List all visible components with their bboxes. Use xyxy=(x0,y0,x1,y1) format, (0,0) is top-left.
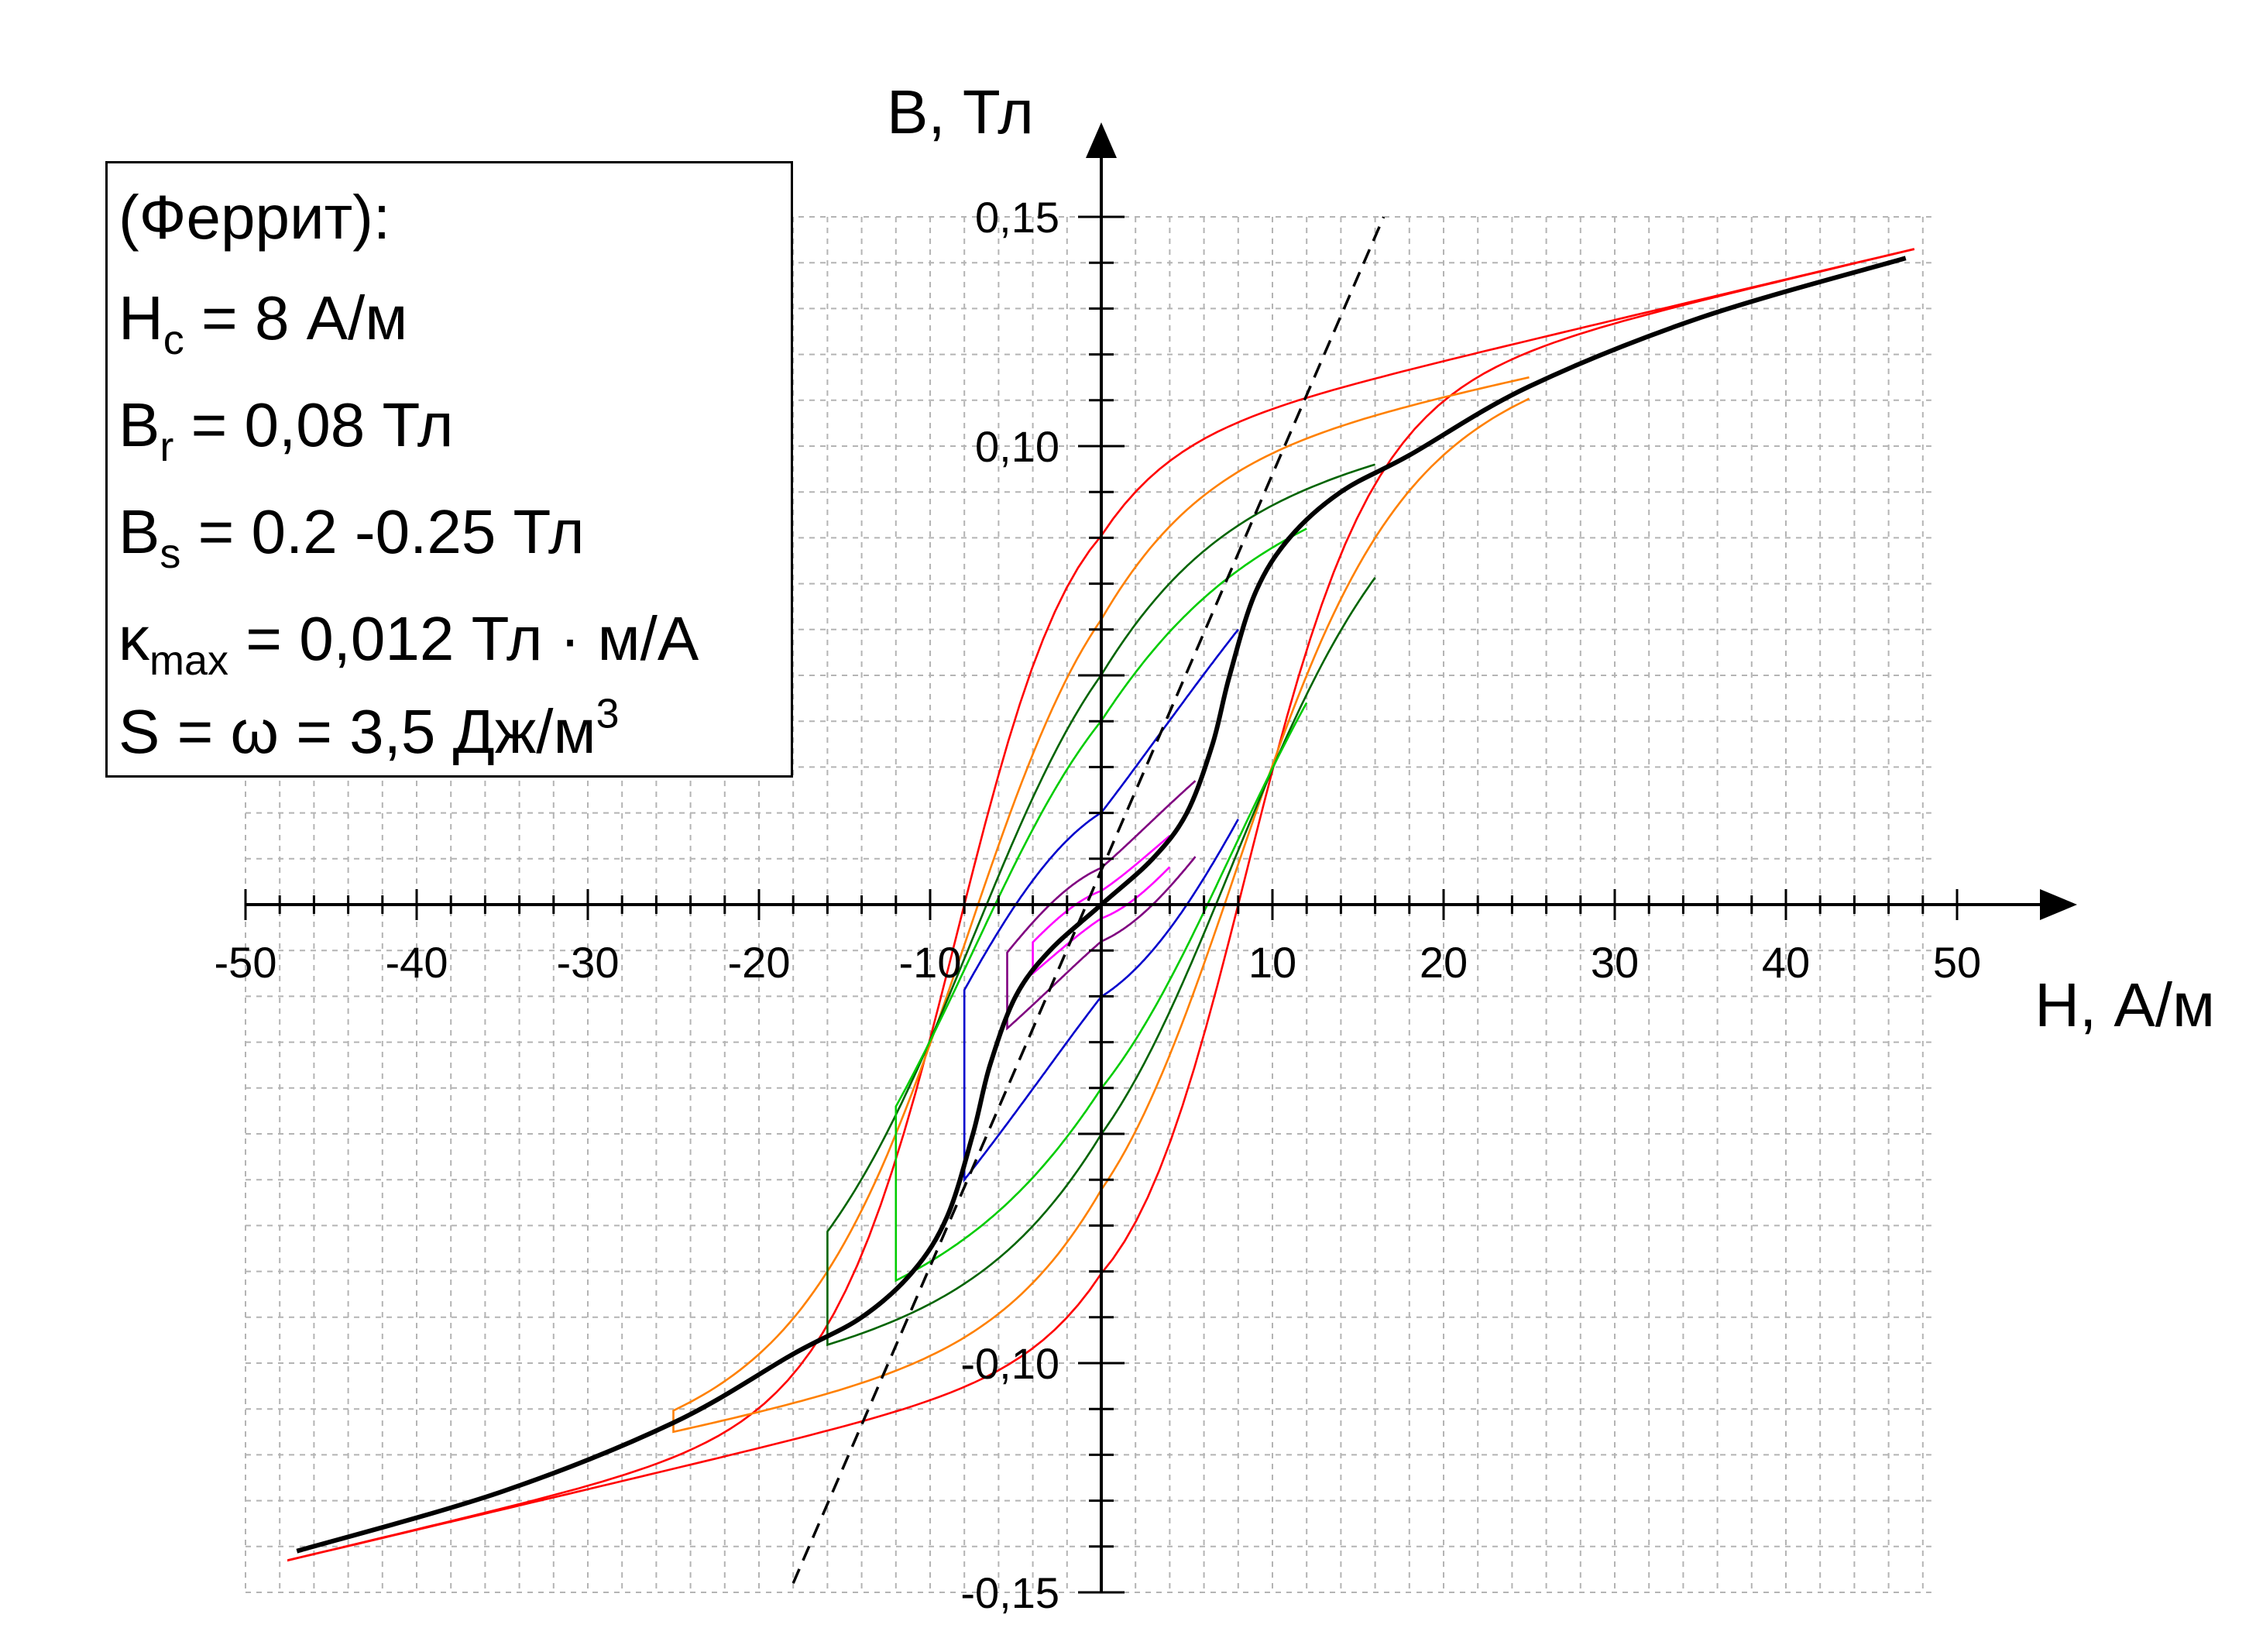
y-axis-arrow-icon xyxy=(1086,122,1117,158)
x-tick-label: -10 xyxy=(899,938,962,987)
info-hc: Hc = 8 А/м xyxy=(118,283,408,363)
x-tick-label: -20 xyxy=(728,938,791,987)
y-axis-label: B, Тл xyxy=(887,77,1034,146)
info-br: Br = 0,08 Тл xyxy=(118,390,454,470)
hysteresis-loop-6 xyxy=(1006,780,1197,1031)
hysteresis-loop-3 xyxy=(826,463,1376,1347)
x-axis-arrow-icon xyxy=(2040,889,2077,920)
x-tick-label: 40 xyxy=(1762,938,1810,987)
hysteresis-loop-4 xyxy=(895,527,1308,1283)
x-tick-label: 50 xyxy=(1933,938,1981,987)
x-tick-label: -40 xyxy=(386,938,448,987)
x-tick-label: -30 xyxy=(557,938,620,987)
hysteresis-loop-1 xyxy=(287,248,1915,1562)
axes xyxy=(244,122,2077,1594)
y-tick-label: -0,10 xyxy=(960,1339,1059,1388)
y-tick-label: -0,15 xyxy=(960,1568,1059,1617)
x-tick-label: -50 xyxy=(215,938,277,987)
parameters-box: (Феррит): Hc = 8 А/м Br = 0,08 Тл Bs = 0… xyxy=(105,161,793,778)
info-title: (Феррит): xyxy=(118,183,391,252)
x-tick-label: 10 xyxy=(1248,938,1296,987)
info-energy: S = ω = 3,5 Дж/м3 xyxy=(118,690,620,766)
hysteresis-loop-7 xyxy=(1032,835,1171,976)
hysteresis-loop-5 xyxy=(963,628,1239,1183)
max-permeability-line xyxy=(791,216,1386,1584)
info-kmax: κmax = 0,012 Тл · м/А xyxy=(118,604,699,684)
y-tick-label: 0,10 xyxy=(975,422,1059,471)
labels: -50 -40 -30 -20 -10 10 20 30 40 50 0,15 0,10 -0,10 -0… xyxy=(215,77,2215,1617)
x-tick-label: 20 xyxy=(1420,938,1468,987)
x-axis-label: H, А/м xyxy=(2035,970,2215,1039)
y-tick-label: 0,15 xyxy=(975,193,1059,242)
x-tick-label: 30 xyxy=(1591,938,1639,987)
info-bs: Bs = 0.2 -0.25 Тл xyxy=(118,497,585,577)
